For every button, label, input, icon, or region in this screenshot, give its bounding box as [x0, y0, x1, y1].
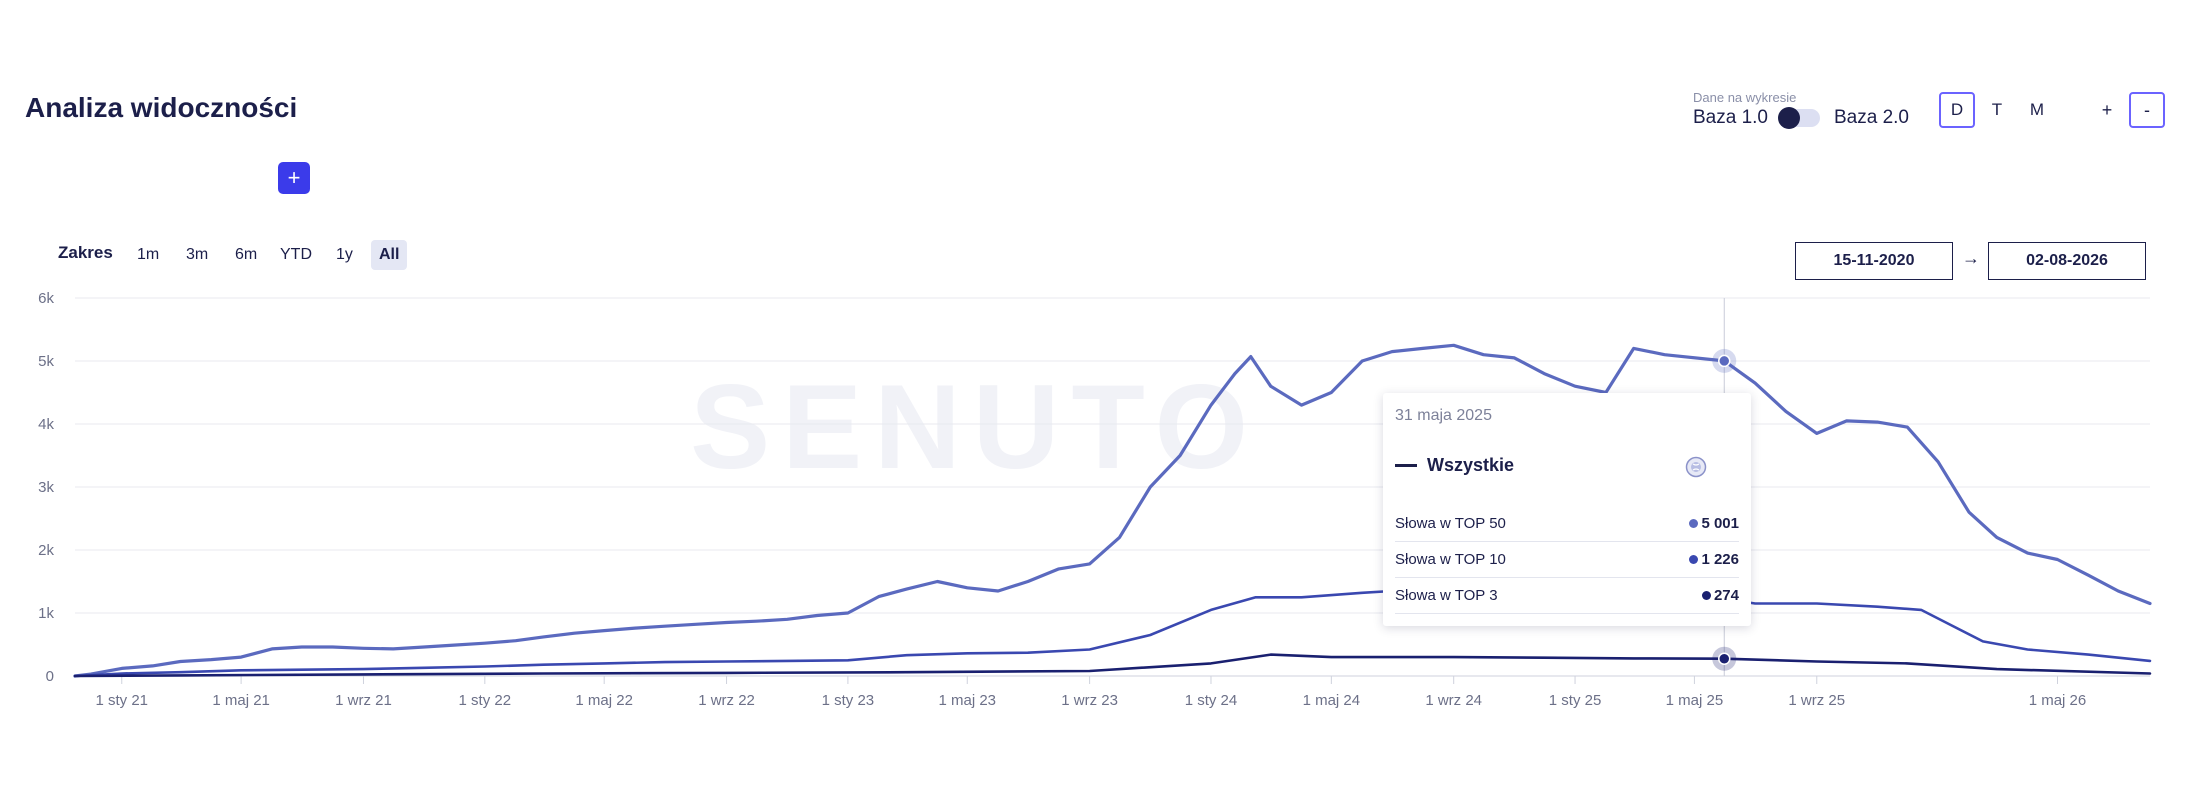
tooltip-series-name: Wszystkie — [1427, 455, 1515, 475]
granularity-week-button[interactable]: T — [1979, 92, 2015, 128]
tooltip-row-label: Słowa w TOP 10 — [1395, 550, 1506, 568]
y-tick-label: 0 — [46, 668, 54, 685]
tooltip-row-top3: Słowa w TOP 3 274 — [1395, 577, 1739, 614]
x-tick-label: 1 sty 23 — [822, 692, 875, 709]
range-3m-button[interactable]: 3m — [186, 246, 209, 263]
y-tick-label: 5k — [38, 353, 54, 370]
range-label: Zakres — [58, 243, 113, 262]
x-tick-label: 1 maj 26 — [2029, 692, 2087, 709]
x-tick-label: 1 wrz 25 — [1788, 692, 1845, 709]
x-tick-label: 1 maj 21 — [212, 692, 270, 709]
x-tick-label: 1 wrz 21 — [335, 692, 392, 709]
range-all-button[interactable]: All — [371, 240, 408, 270]
tooltip-row-value: 1 226 — [1701, 550, 1739, 568]
y-tick-label: 6k — [38, 290, 54, 307]
globe-icon — [1685, 456, 1707, 478]
zoom-in-button[interactable]: + — [2089, 92, 2125, 128]
y-tick-label: 1k — [38, 605, 54, 622]
range-6m-button[interactable]: 6m — [235, 246, 258, 263]
add-button[interactable]: + — [278, 162, 310, 194]
hover-marker-point — [1718, 652, 1731, 665]
tooltip-date: 31 maja 2025 — [1395, 407, 1492, 424]
x-tick-label: 1 sty 22 — [459, 692, 512, 709]
range-ytd-button[interactable]: YTD — [280, 246, 312, 263]
range-1y-button[interactable]: 1y — [336, 246, 353, 263]
x-tick-label: 1 maj 22 — [575, 692, 633, 709]
y-tick-label: 4k — [38, 416, 54, 433]
x-tick-label: 1 wrz 22 — [698, 692, 755, 709]
range-to-input[interactable]: 02-08-2026 — [1988, 242, 2146, 280]
tooltip-row-value: 5 001 — [1701, 514, 1739, 532]
y-tick-label: 3k — [38, 479, 54, 496]
x-tick-label: 1 wrz 23 — [1061, 692, 1118, 709]
x-tick-label: 1 maj 25 — [1666, 692, 1724, 709]
range-from-input[interactable]: 15-11-2020 — [1795, 242, 1953, 280]
x-tick-label: 1 wrz 24 — [1425, 692, 1482, 709]
tooltip-series-line — [1395, 464, 1417, 467]
range-1m-button[interactable]: 1m — [137, 246, 160, 263]
database-right-label: Baza 2.0 — [1834, 107, 1909, 128]
series-line-2 — [73, 587, 2152, 678]
tooltip-row-top50: Słowa w TOP 50 5 001 — [1395, 505, 1739, 542]
granularity-day-button[interactable]: D — [1939, 92, 1975, 128]
database-toggle-group: Dane na wykresie Baza 1.0 Baza 2.0 — [1693, 90, 1909, 129]
x-tick-label: 1 sty 24 — [1185, 692, 1238, 709]
database-toggle-switch[interactable] — [1778, 107, 1820, 129]
tooltip-series: Wszystkie — [1395, 455, 1514, 476]
x-tick-label: 1 sty 25 — [1549, 692, 1602, 709]
tooltip-dot — [1689, 554, 1699, 564]
x-tick-label: 1 maj 24 — [1303, 692, 1361, 709]
tooltip-row-label: Słowa w TOP 3 — [1395, 586, 1498, 604]
page-title: Analiza widoczności — [25, 92, 298, 123]
tooltip-row-label: Słowa w TOP 50 — [1395, 514, 1506, 532]
database-caption: Dane na wykresie — [1693, 90, 1797, 105]
watermark-text: SENUTO — [690, 360, 1260, 494]
granularity-month-button[interactable]: M — [2019, 92, 2055, 128]
database-left-label: Baza 1.0 — [1693, 107, 1768, 128]
series-line-3 — [73, 653, 2152, 678]
toggle-knob — [1778, 107, 1800, 129]
tooltip-row-value: 274 — [1713, 586, 1739, 604]
x-tick-label: 1 sty 21 — [95, 692, 148, 709]
zoom-out-button[interactable]: - — [2129, 92, 2165, 128]
range-arrow: → — [1962, 248, 1980, 268]
series-line-1 — [73, 343, 2152, 678]
tooltip-row-top10: Słowa w TOP 10 1 226 — [1395, 541, 1739, 578]
x-tick-label: 1 maj 23 — [938, 692, 996, 709]
hover-marker-point — [1718, 354, 1731, 368]
y-tick-label: 2k — [38, 542, 54, 559]
tooltip-dot — [1689, 518, 1699, 528]
chart-tooltip: 31 maja 2025 Wszystkie Słowa w TOP 50 5 … — [1383, 393, 1751, 626]
tooltip-dot — [1701, 590, 1711, 600]
